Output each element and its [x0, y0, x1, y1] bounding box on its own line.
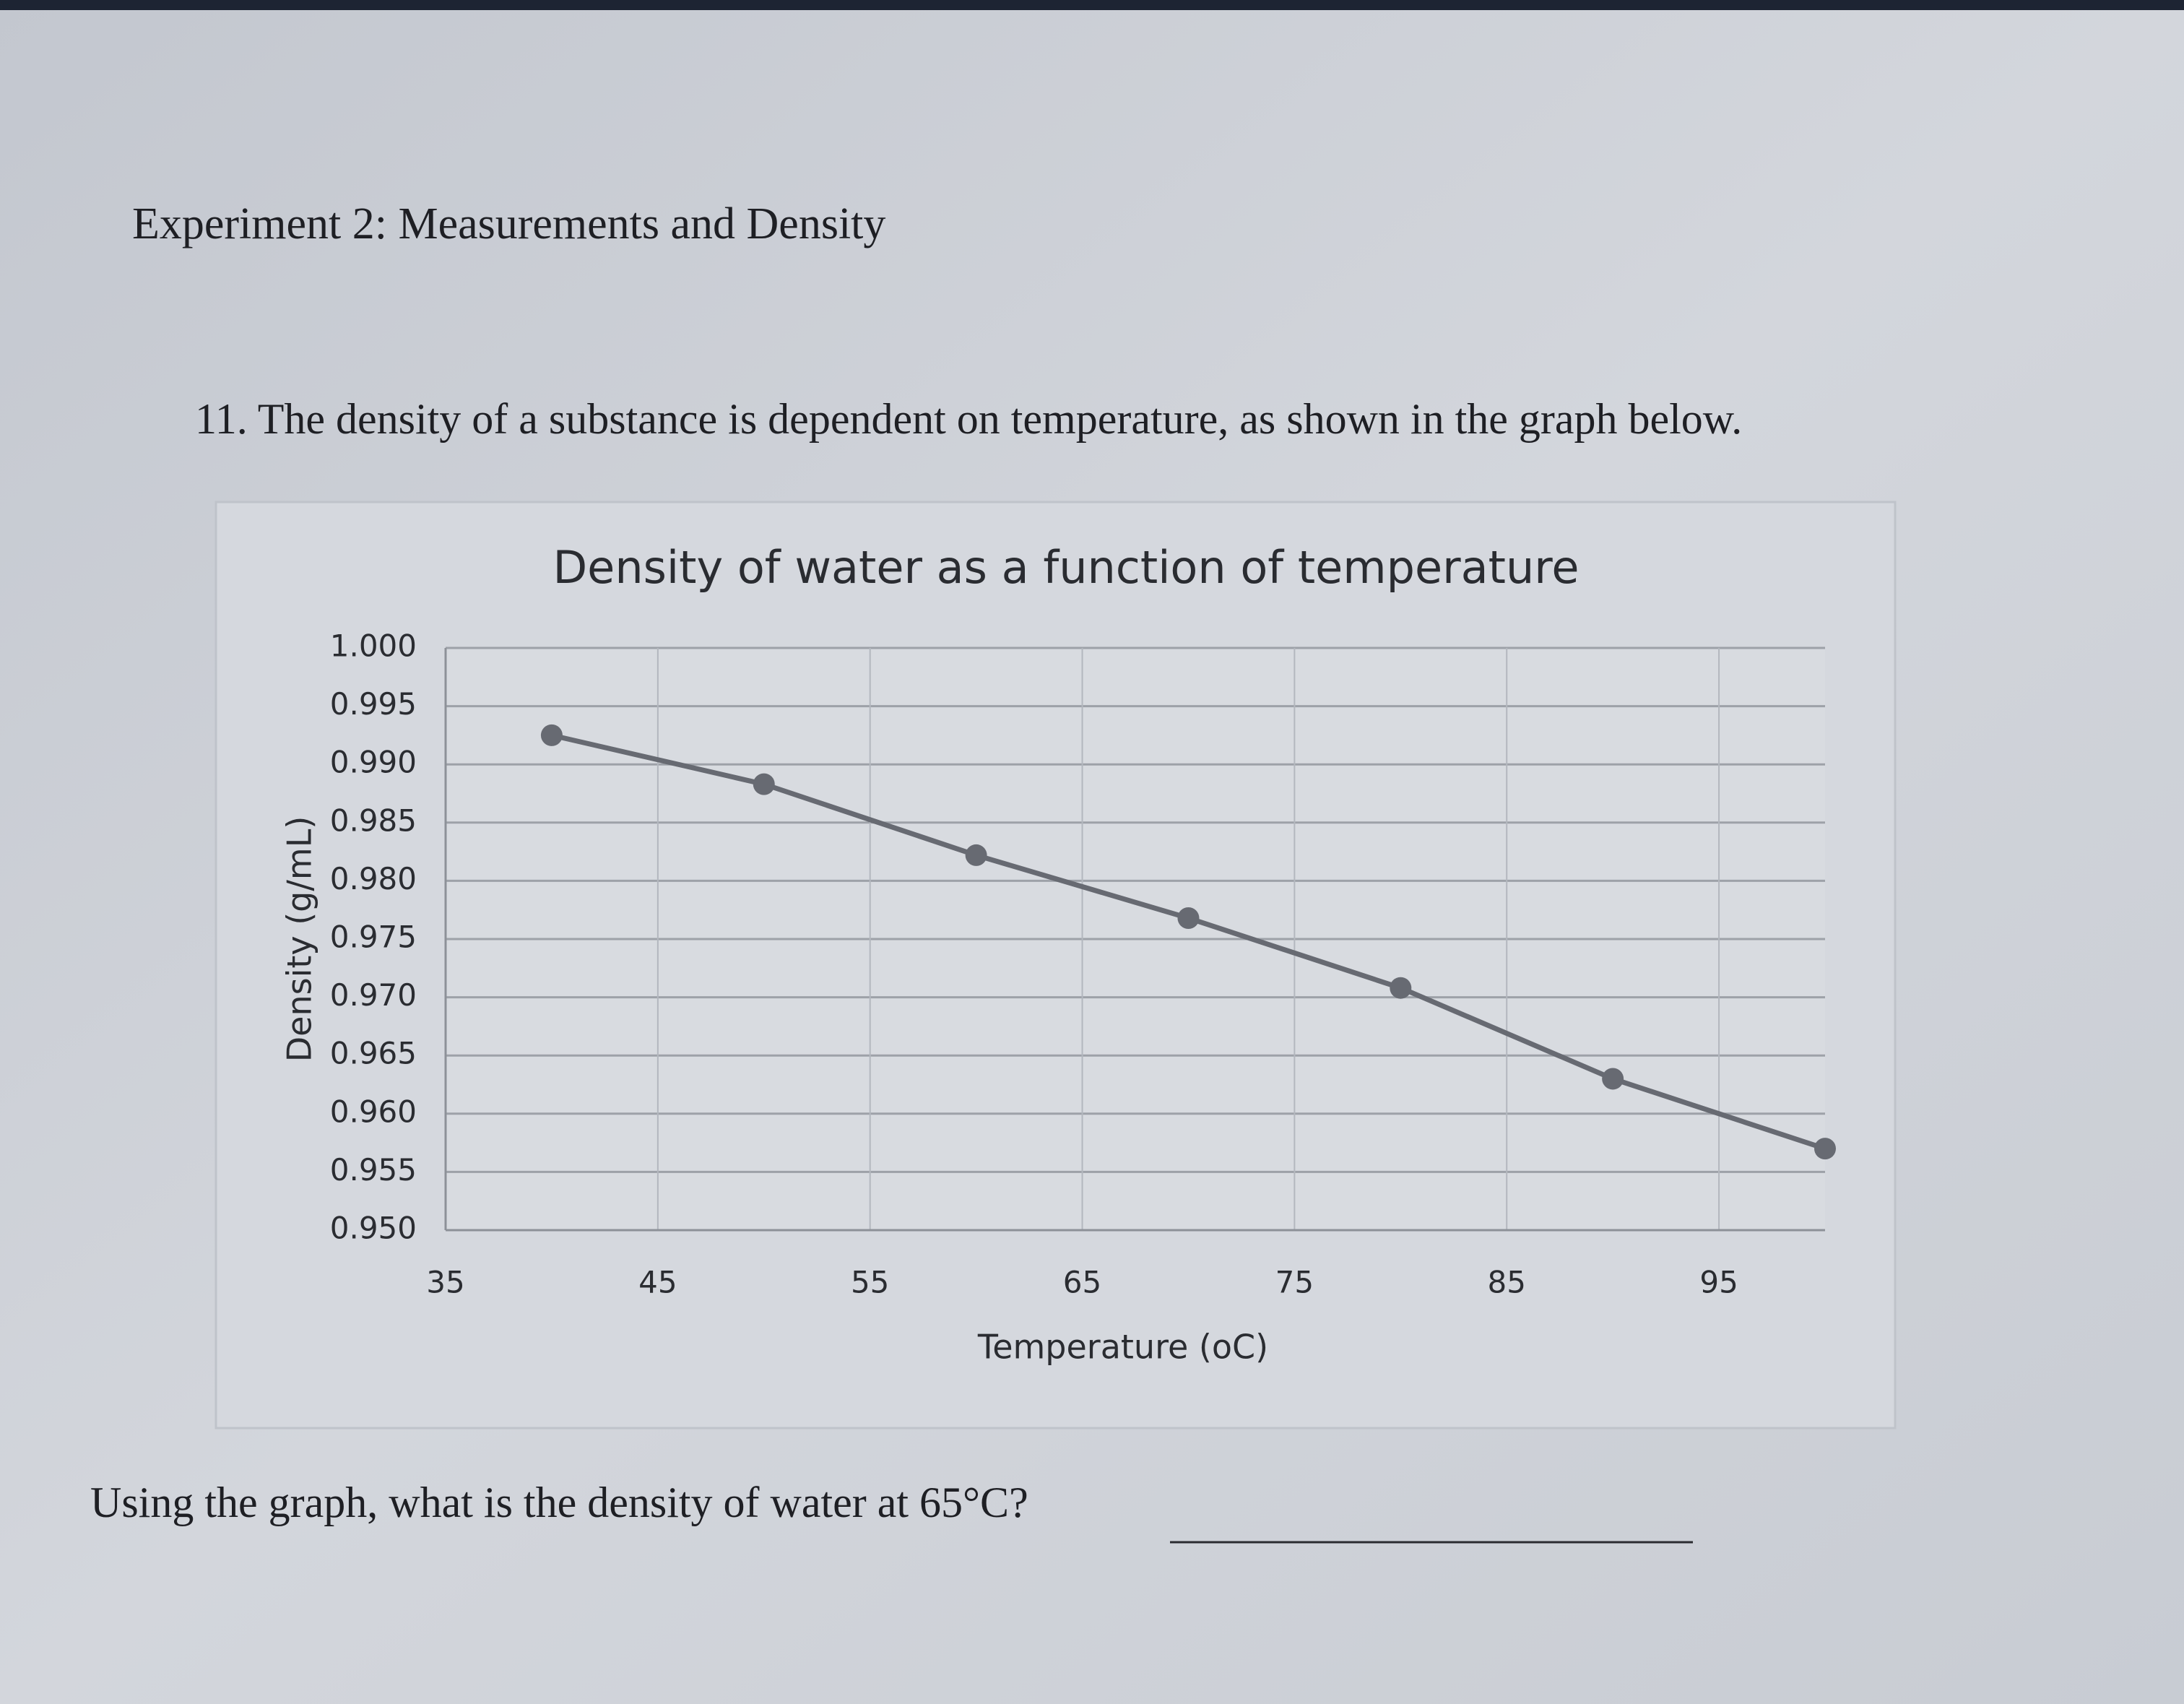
top-edge [0, 0, 2184, 10]
y-tick-label: 0.960 [330, 1094, 417, 1129]
question-text: 11. The density of a substance is depend… [195, 395, 1742, 443]
data-point [1177, 907, 1200, 929]
y-tick-label: 0.970 [330, 977, 417, 1013]
y-tick-label: 0.965 [330, 1036, 417, 1071]
y-tick-label: 0.985 [330, 803, 417, 838]
y-tick-label: 0.980 [330, 861, 417, 896]
y-axis-title: Density (g/mL) [280, 816, 319, 1063]
y-tick-label: 0.975 [330, 920, 417, 955]
x-tick-label: 45 [638, 1265, 677, 1300]
y-tick-label: 0.955 [330, 1152, 417, 1188]
header-title: Experiment 2: Measurements and Density [132, 199, 885, 248]
chart-title: Density of water as a function of temper… [552, 541, 1579, 594]
data-point [965, 844, 987, 866]
x-tick-label: 65 [1063, 1265, 1101, 1300]
y-tick-label: 0.995 [330, 686, 417, 722]
data-point [1602, 1068, 1624, 1090]
x-tick-label: 75 [1275, 1265, 1314, 1300]
data-point [1390, 977, 1412, 999]
plot: 0.950 0.955 0.960 0.965 0.970 0.975 0.980 0.985… [330, 628, 1836, 1300]
x-tick-label: 55 [851, 1265, 889, 1300]
x-tick-label: 35 [426, 1265, 464, 1300]
y-tick-label: 0.990 [330, 745, 417, 780]
x-tick-label: 85 [1488, 1265, 1526, 1300]
data-point [540, 724, 563, 746]
y-tick-label: 1.000 [330, 628, 417, 664]
data-point [753, 773, 775, 795]
x-axis-title: Temperature (oC) [977, 1328, 1268, 1367]
y-tick-label: 0.950 [330, 1211, 417, 1246]
prompt-text: Using the graph, what is the density of … [90, 1479, 1028, 1526]
data-point [1814, 1138, 1836, 1160]
x-tick-label: 95 [1699, 1265, 1738, 1300]
